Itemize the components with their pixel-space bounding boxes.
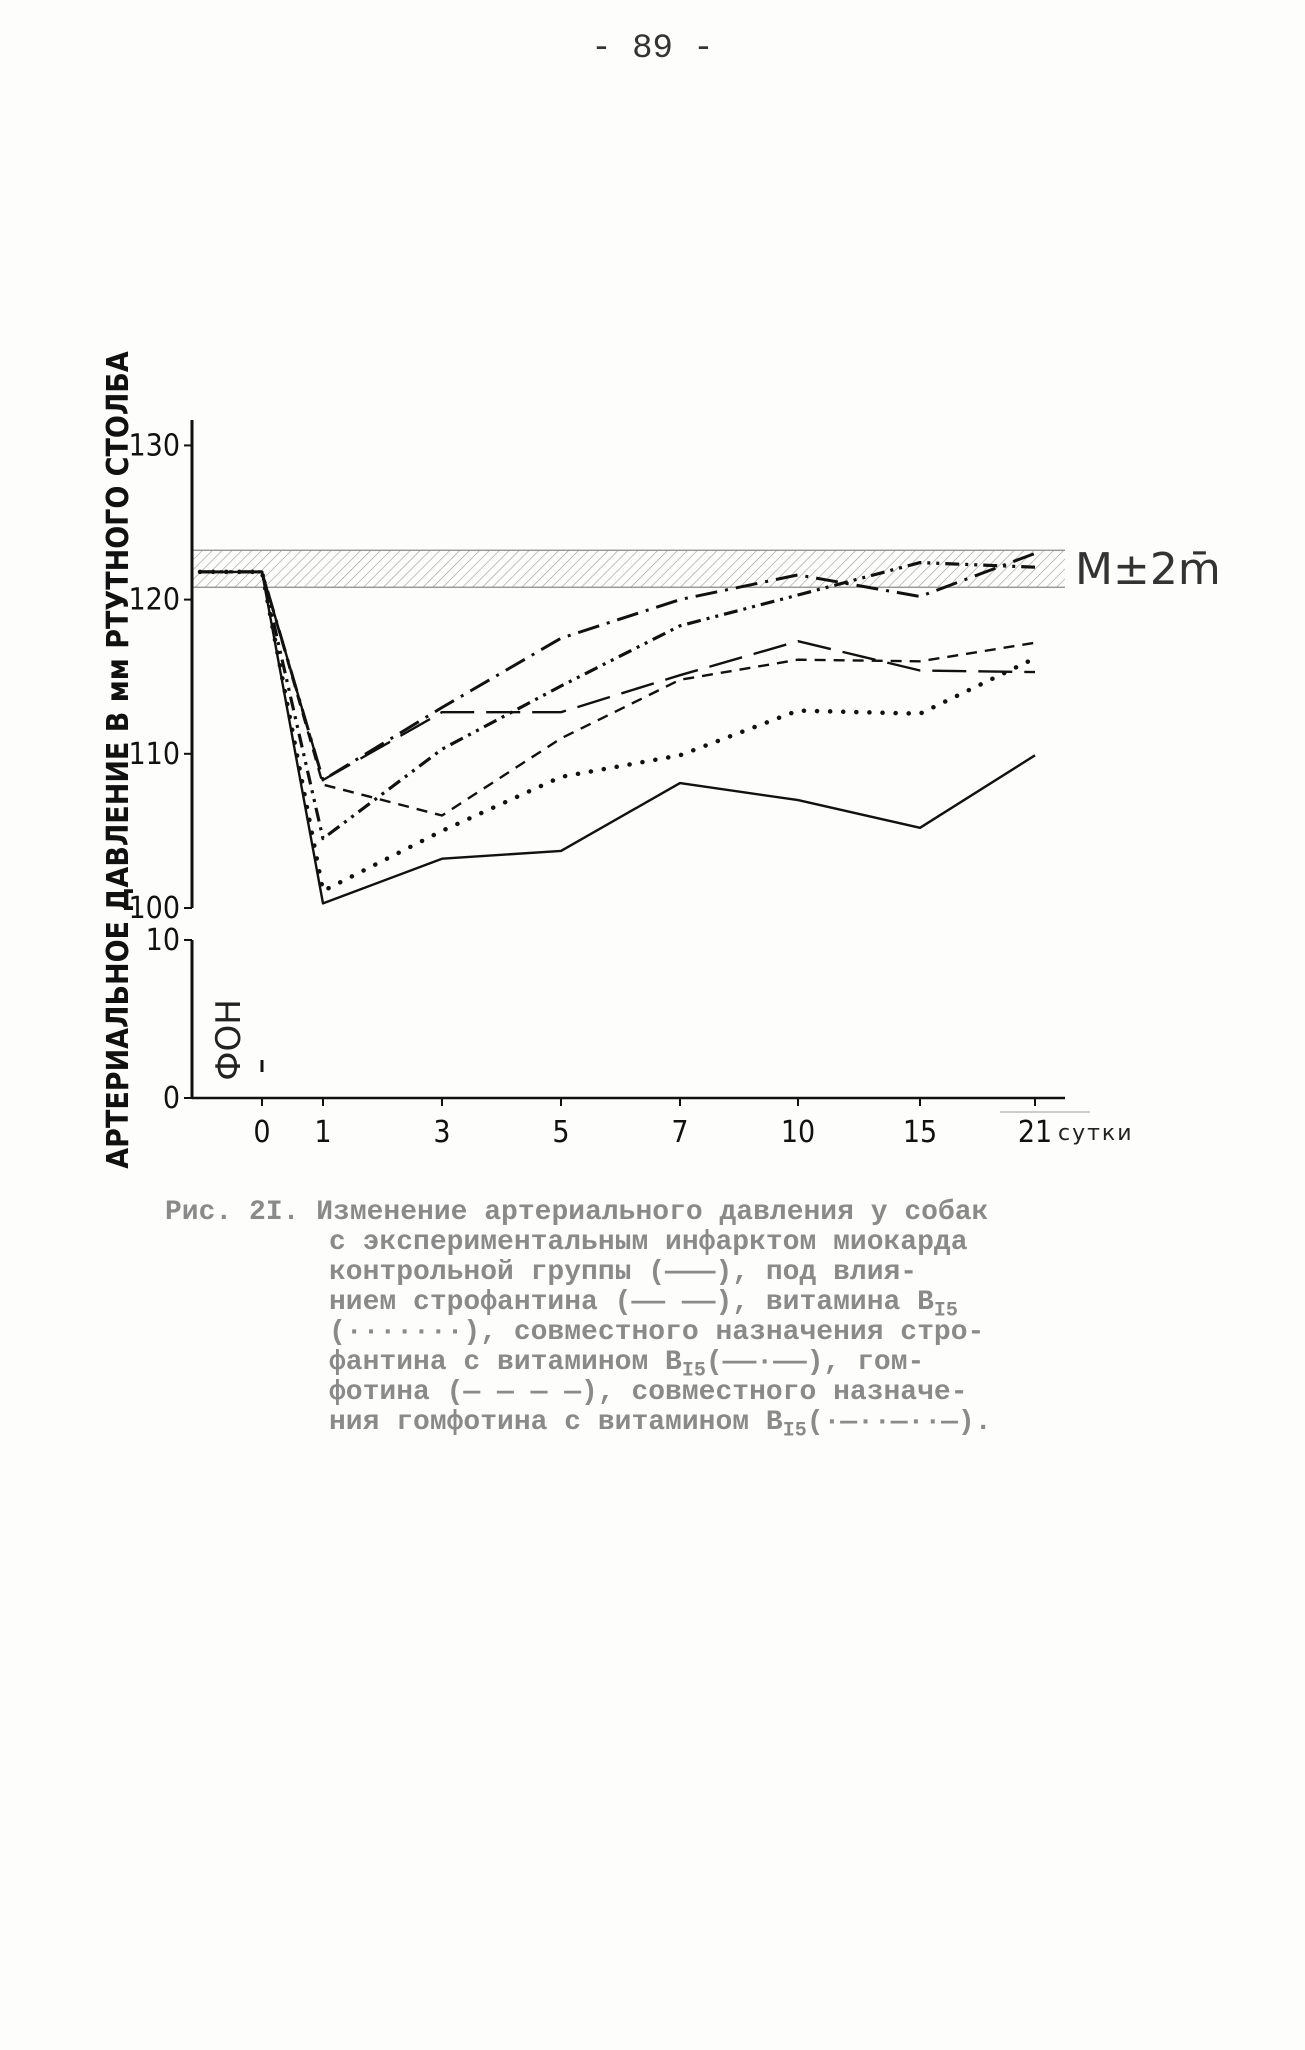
series-line-dotted [197, 569, 1038, 894]
x-tick-label: 10 [781, 1115, 815, 1150]
caption-line: фантина с витамином BI5(——·——), гом- [165, 1347, 1105, 1383]
caption-line-text: нием строфантина (—— ——), витамина B [329, 1287, 934, 1318]
axes [190, 420, 1090, 1113]
y-axis-label: АРТЕРИАЛЬНОЕ ДАВЛЕНИЕ В мм РТУТНОГО СТОЛ… [101, 351, 136, 1169]
background-label: ФОН [209, 999, 249, 1081]
caption-line-text: контрольной группы (———), под влия- [329, 1257, 918, 1288]
series-line-dashed [200, 570, 1036, 817]
x-tick-label: 15 [903, 1115, 937, 1150]
y-tick-label-upper: 130 [128, 428, 180, 463]
caption-line: Рис. 2I. Изменение артериального давлени… [165, 1198, 1105, 1228]
series-line-solid-thin [200, 570, 1036, 905]
caption-subscript: I5 [782, 1419, 807, 1443]
x-tick-label: 3 [433, 1115, 450, 1150]
y-tick-label-lower: 0 [163, 1081, 180, 1116]
caption-line: нием строфантина (—— ——), витамина BI5 [165, 1287, 1105, 1323]
caption-subscript: I5 [933, 1299, 958, 1323]
caption-line-text: фотина (— — — —), совместного назначе- [329, 1377, 968, 1408]
x-tick-label: 7 [671, 1115, 688, 1150]
caption-line: с экспериментальным инфарктом миокарда [165, 1228, 1105, 1258]
caption-line-text: Рис. 2I. Изменение артериального давлени… [165, 1197, 989, 1228]
figure-caption: Рис. 2I. Изменение артериального давлени… [165, 1198, 1105, 1443]
band-hatch [192, 550, 1065, 588]
caption-line-text: ния гомфотина с витамином B [329, 1407, 783, 1438]
caption-line: (·······), совместного назначения стро- [165, 1318, 1105, 1348]
page-number: - 89 - [591, 30, 714, 68]
x-tick-label: 5 [552, 1115, 569, 1150]
x-tick-label: 1 [314, 1115, 331, 1150]
caption-line-text: (·······), совместного назначения стро- [329, 1317, 985, 1348]
caption-line: ния гомфотина с витамином BI5(·—··—··—). [165, 1407, 1105, 1443]
caption-line: контрольной группы (———), под влия- [165, 1258, 1105, 1288]
band-label: M±2m̄ [1075, 544, 1221, 595]
series-line-long-dash [200, 570, 1036, 782]
caption-line-text: с экспериментальным инфарктом миокарда [329, 1227, 968, 1258]
y-tick-label-upper: 110 [128, 737, 180, 772]
x-axis-label: сутки [1058, 1121, 1134, 1146]
series-lines [197, 551, 1038, 905]
x-tick-label: 0 [253, 1115, 270, 1150]
series-line-dash-dot-dot [200, 561, 1036, 841]
caption-line-rest: (——·——), гом- [705, 1347, 925, 1378]
caption-line-text: фантина с витамином B [329, 1347, 682, 1378]
y-tick-label-upper: 120 [128, 583, 180, 618]
confidence-band [192, 549, 1065, 588]
caption-line-rest: (·—··—··—). [806, 1407, 992, 1438]
y-tick-label-lower: 10 [146, 923, 180, 958]
x-tick-label: 21 [1018, 1115, 1052, 1150]
y-tick-label-upper: 100 [128, 891, 180, 926]
caption-subscript: I5 [681, 1359, 706, 1383]
caption-line: фотина (— — — —), совместного назначе- [165, 1378, 1105, 1408]
